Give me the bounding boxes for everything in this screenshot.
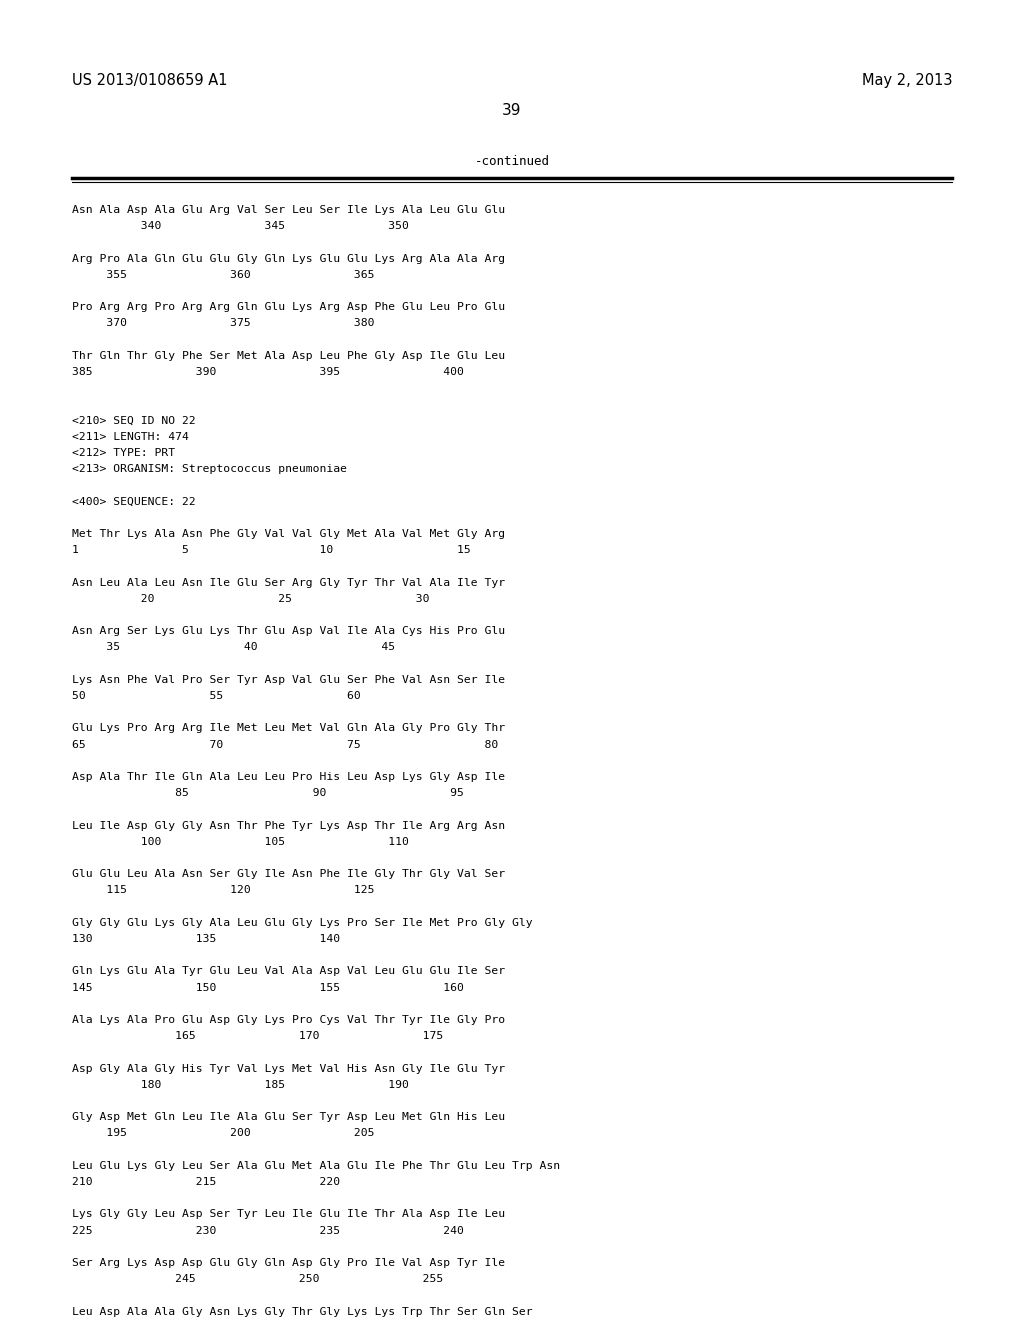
Text: Arg Pro Ala Gln Glu Glu Gly Gln Lys Glu Glu Lys Arg Ala Ala Arg: Arg Pro Ala Gln Glu Glu Gly Gln Lys Glu … bbox=[72, 253, 505, 264]
Text: Glu Glu Leu Ala Asn Ser Gly Ile Asn Phe Ile Gly Thr Gly Val Ser: Glu Glu Leu Ala Asn Ser Gly Ile Asn Phe … bbox=[72, 869, 505, 879]
Text: Asp Gly Ala Gly His Tyr Val Lys Met Val His Asn Gly Ile Glu Tyr: Asp Gly Ala Gly His Tyr Val Lys Met Val … bbox=[72, 1064, 505, 1073]
Text: 50                  55                  60: 50 55 60 bbox=[72, 690, 360, 701]
Text: Asp Ala Thr Ile Gln Ala Leu Leu Pro His Leu Asp Lys Gly Asp Ile: Asp Ala Thr Ile Gln Ala Leu Leu Pro His … bbox=[72, 772, 505, 781]
Text: Ser Arg Lys Asp Asp Glu Gly Gln Asp Gly Pro Ile Val Asp Tyr Ile: Ser Arg Lys Asp Asp Glu Gly Gln Asp Gly … bbox=[72, 1258, 505, 1269]
Text: <400> SEQUENCE: 22: <400> SEQUENCE: 22 bbox=[72, 496, 196, 507]
Text: 20                  25                  30: 20 25 30 bbox=[72, 594, 429, 603]
Text: 85                  90                  95: 85 90 95 bbox=[72, 788, 464, 799]
Text: Lys Gly Gly Leu Asp Ser Tyr Leu Ile Glu Ile Thr Ala Asp Ile Leu: Lys Gly Gly Leu Asp Ser Tyr Leu Ile Glu … bbox=[72, 1209, 505, 1220]
Text: Asn Arg Ser Lys Glu Lys Thr Glu Asp Val Ile Ala Cys His Pro Glu: Asn Arg Ser Lys Glu Lys Thr Glu Asp Val … bbox=[72, 626, 505, 636]
Text: 115               120               125: 115 120 125 bbox=[72, 886, 375, 895]
Text: 245               250               255: 245 250 255 bbox=[72, 1274, 443, 1284]
Text: Lys Asn Phe Val Pro Ser Tyr Asp Val Glu Ser Phe Val Asn Ser Ile: Lys Asn Phe Val Pro Ser Tyr Asp Val Glu … bbox=[72, 675, 505, 685]
Text: 65                  70                  75                  80: 65 70 75 80 bbox=[72, 739, 499, 750]
Text: 1               5                   10                  15: 1 5 10 15 bbox=[72, 545, 471, 556]
Text: Met Thr Lys Ala Asn Phe Gly Val Val Gly Met Ala Val Met Gly Arg: Met Thr Lys Ala Asn Phe Gly Val Val Gly … bbox=[72, 529, 505, 539]
Text: <212> TYPE: PRT: <212> TYPE: PRT bbox=[72, 447, 175, 458]
Text: -continued: -continued bbox=[474, 154, 550, 168]
Text: Glu Lys Pro Arg Arg Ile Met Leu Met Val Gln Ala Gly Pro Gly Thr: Glu Lys Pro Arg Arg Ile Met Leu Met Val … bbox=[72, 723, 505, 734]
Text: 210               215               220: 210 215 220 bbox=[72, 1177, 340, 1187]
Text: <213> ORGANISM: Streptococcus pneumoniae: <213> ORGANISM: Streptococcus pneumoniae bbox=[72, 465, 347, 474]
Text: 180               185               190: 180 185 190 bbox=[72, 1080, 409, 1090]
Text: 35                  40                  45: 35 40 45 bbox=[72, 643, 395, 652]
Text: Gln Lys Glu Ala Tyr Glu Leu Val Ala Asp Val Leu Glu Glu Ile Ser: Gln Lys Glu Ala Tyr Glu Leu Val Ala Asp … bbox=[72, 966, 505, 977]
Text: Gly Asp Met Gln Leu Ile Ala Glu Ser Tyr Asp Leu Met Gln His Leu: Gly Asp Met Gln Leu Ile Ala Glu Ser Tyr … bbox=[72, 1113, 505, 1122]
Text: 130               135               140: 130 135 140 bbox=[72, 935, 340, 944]
Text: Leu Glu Lys Gly Leu Ser Ala Glu Met Ala Glu Ile Phe Thr Glu Leu Trp Asn: Leu Glu Lys Gly Leu Ser Ala Glu Met Ala … bbox=[72, 1160, 560, 1171]
Text: Leu Ile Asp Gly Gly Asn Thr Phe Tyr Lys Asp Thr Ile Arg Arg Asn: Leu Ile Asp Gly Gly Asn Thr Phe Tyr Lys … bbox=[72, 821, 505, 830]
Text: <211> LENGTH: 474: <211> LENGTH: 474 bbox=[72, 432, 188, 442]
Text: Thr Gln Thr Gly Phe Ser Met Ala Asp Leu Phe Gly Asp Ile Glu Leu: Thr Gln Thr Gly Phe Ser Met Ala Asp Leu … bbox=[72, 351, 505, 360]
Text: 355               360               365: 355 360 365 bbox=[72, 269, 375, 280]
Text: Asn Leu Ala Leu Asn Ile Glu Ser Arg Gly Tyr Thr Val Ala Ile Tyr: Asn Leu Ala Leu Asn Ile Glu Ser Arg Gly … bbox=[72, 578, 505, 587]
Text: Leu Asp Ala Ala Gly Asn Lys Gly Thr Gly Lys Lys Trp Thr Ser Gln Ser: Leu Asp Ala Ala Gly Asn Lys Gly Thr Gly … bbox=[72, 1307, 532, 1316]
Text: Pro Arg Arg Pro Arg Arg Gln Glu Lys Arg Asp Phe Glu Leu Pro Glu: Pro Arg Arg Pro Arg Arg Gln Glu Lys Arg … bbox=[72, 302, 505, 313]
Text: 100               105               110: 100 105 110 bbox=[72, 837, 409, 847]
Text: 225               230               235               240: 225 230 235 240 bbox=[72, 1225, 464, 1236]
Text: May 2, 2013: May 2, 2013 bbox=[861, 73, 952, 88]
Text: <210> SEQ ID NO 22: <210> SEQ ID NO 22 bbox=[72, 416, 196, 425]
Text: Asn Ala Asp Ala Glu Arg Val Ser Leu Ser Ile Lys Ala Leu Glu Glu: Asn Ala Asp Ala Glu Arg Val Ser Leu Ser … bbox=[72, 205, 505, 215]
Text: 340               345               350: 340 345 350 bbox=[72, 222, 409, 231]
Text: Gly Gly Glu Lys Gly Ala Leu Glu Gly Lys Pro Ser Ile Met Pro Gly Gly: Gly Gly Glu Lys Gly Ala Leu Glu Gly Lys … bbox=[72, 917, 532, 928]
Text: 195               200               205: 195 200 205 bbox=[72, 1129, 375, 1138]
Text: 165               170               175: 165 170 175 bbox=[72, 1031, 443, 1041]
Text: 370               375               380: 370 375 380 bbox=[72, 318, 375, 329]
Text: 145               150               155               160: 145 150 155 160 bbox=[72, 982, 464, 993]
Text: 385               390               395               400: 385 390 395 400 bbox=[72, 367, 464, 378]
Text: US 2013/0108659 A1: US 2013/0108659 A1 bbox=[72, 73, 227, 88]
Text: 39: 39 bbox=[502, 103, 522, 117]
Text: Ala Lys Ala Pro Glu Asp Gly Lys Pro Cys Val Thr Tyr Ile Gly Pro: Ala Lys Ala Pro Glu Asp Gly Lys Pro Cys … bbox=[72, 1015, 505, 1026]
